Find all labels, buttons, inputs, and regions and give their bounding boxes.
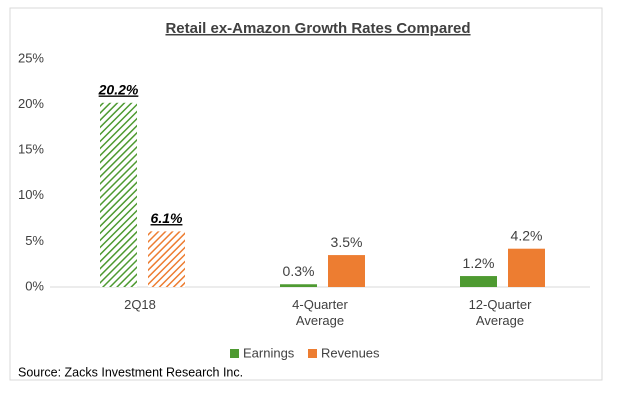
legend-swatch	[308, 349, 317, 358]
bar	[328, 255, 365, 287]
value-label: 1.2%	[463, 255, 495, 271]
value-label: 0.3%	[283, 263, 315, 279]
x-tick-label: 12-Quarter Average	[468, 297, 532, 328]
y-tick-label: 15%	[18, 142, 44, 157]
bar	[460, 276, 497, 287]
x-tick-label: 2Q18	[124, 297, 156, 312]
x-tick-label: 4-Quarter Average	[292, 297, 348, 328]
value-label: 3.5%	[331, 234, 363, 250]
bar	[508, 248, 545, 287]
value-label: 6.1%	[151, 210, 183, 226]
chart-title: Retail ex-Amazon Growth Rates Compared	[165, 20, 470, 37]
legend-label: Revenues	[321, 345, 380, 360]
bar	[280, 284, 317, 287]
value-label: 4.2%	[511, 227, 543, 243]
y-tick-label: 25%	[18, 50, 44, 65]
legend-label: Earnings	[243, 345, 295, 360]
value-label: 20.2%	[98, 81, 139, 97]
y-tick-label: 20%	[18, 96, 44, 111]
legend-swatch	[230, 349, 239, 358]
bar	[100, 102, 137, 287]
y-tick-label: 10%	[18, 187, 44, 202]
frame	[9, 7, 603, 381]
y-tick-label: 5%	[25, 233, 44, 248]
source: Source: Zacks Investment Research Inc.	[18, 365, 243, 379]
bar	[148, 231, 185, 287]
y-tick-label: 0%	[25, 278, 44, 293]
